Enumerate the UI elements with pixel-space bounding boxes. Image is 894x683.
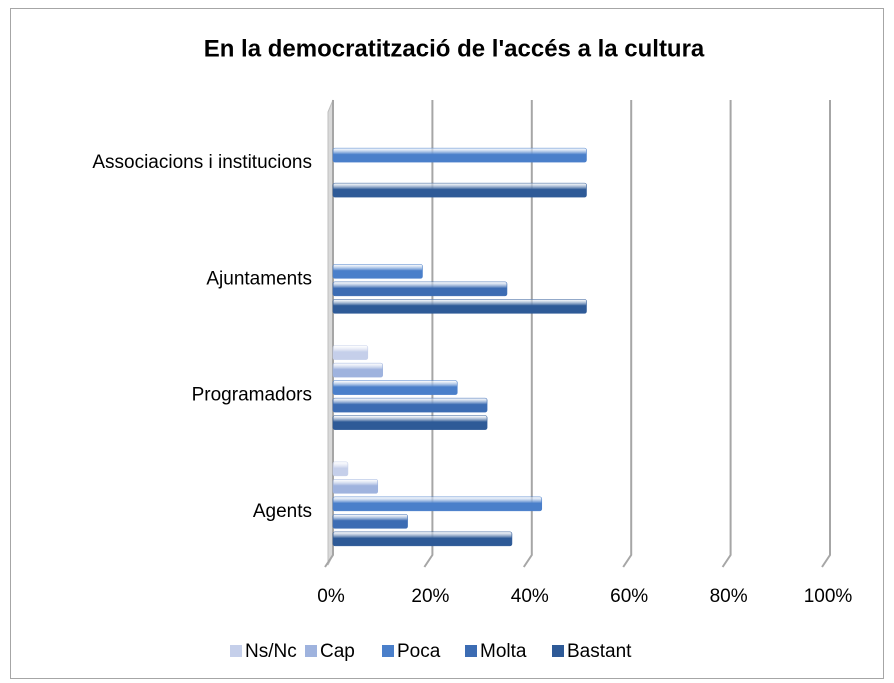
bar: [332, 182, 587, 198]
x-tick-label: 100%: [804, 586, 853, 607]
bar: [332, 461, 349, 477]
grid-line: [721, 100, 732, 568]
bar: [332, 264, 423, 279]
grid-line: [821, 100, 831, 568]
legend-swatch: [382, 645, 394, 657]
x-tick-label: 20%: [411, 586, 449, 607]
legend-label: Poca: [397, 641, 441, 662]
bar: [332, 299, 587, 314]
chart-frame: [10, 8, 884, 679]
legend-label: Ns/Nc: [245, 641, 297, 662]
legend-swatch: [465, 645, 477, 657]
x-tick-label: 40%: [511, 586, 549, 607]
x-tick-label: 60%: [610, 586, 648, 607]
y-tick-label: Associacions i institucions: [92, 152, 312, 173]
bar: [332, 345, 369, 360]
bar: [332, 415, 488, 430]
grid-line: [522, 100, 533, 568]
bar: [332, 147, 587, 163]
bar: [332, 380, 458, 395]
chart-title: En la democratització de l'accés a la cu…: [204, 35, 705, 62]
grid-line: [423, 100, 434, 568]
bar: [332, 397, 488, 413]
legend-label: Cap: [320, 641, 355, 662]
bar: [332, 514, 408, 529]
x-tick-label: 0%: [317, 586, 345, 607]
grid-line: [622, 100, 633, 568]
legend-label: Bastant: [567, 641, 632, 662]
x-tick-label: 80%: [710, 586, 748, 607]
legend-swatch: [305, 645, 317, 657]
bar: [332, 531, 513, 547]
legend-swatch: [552, 645, 564, 657]
y-tick-label: Programadors: [192, 385, 312, 406]
bar: [332, 479, 379, 494]
grid-line: [324, 100, 334, 568]
legend-label: Molta: [480, 641, 527, 662]
bar: [332, 362, 384, 378]
bar: [332, 496, 543, 512]
y-tick-label: Ajuntaments: [206, 268, 312, 289]
legend-swatch: [230, 645, 242, 657]
y-tick-label: Agents: [253, 501, 312, 522]
bar: [332, 281, 508, 297]
